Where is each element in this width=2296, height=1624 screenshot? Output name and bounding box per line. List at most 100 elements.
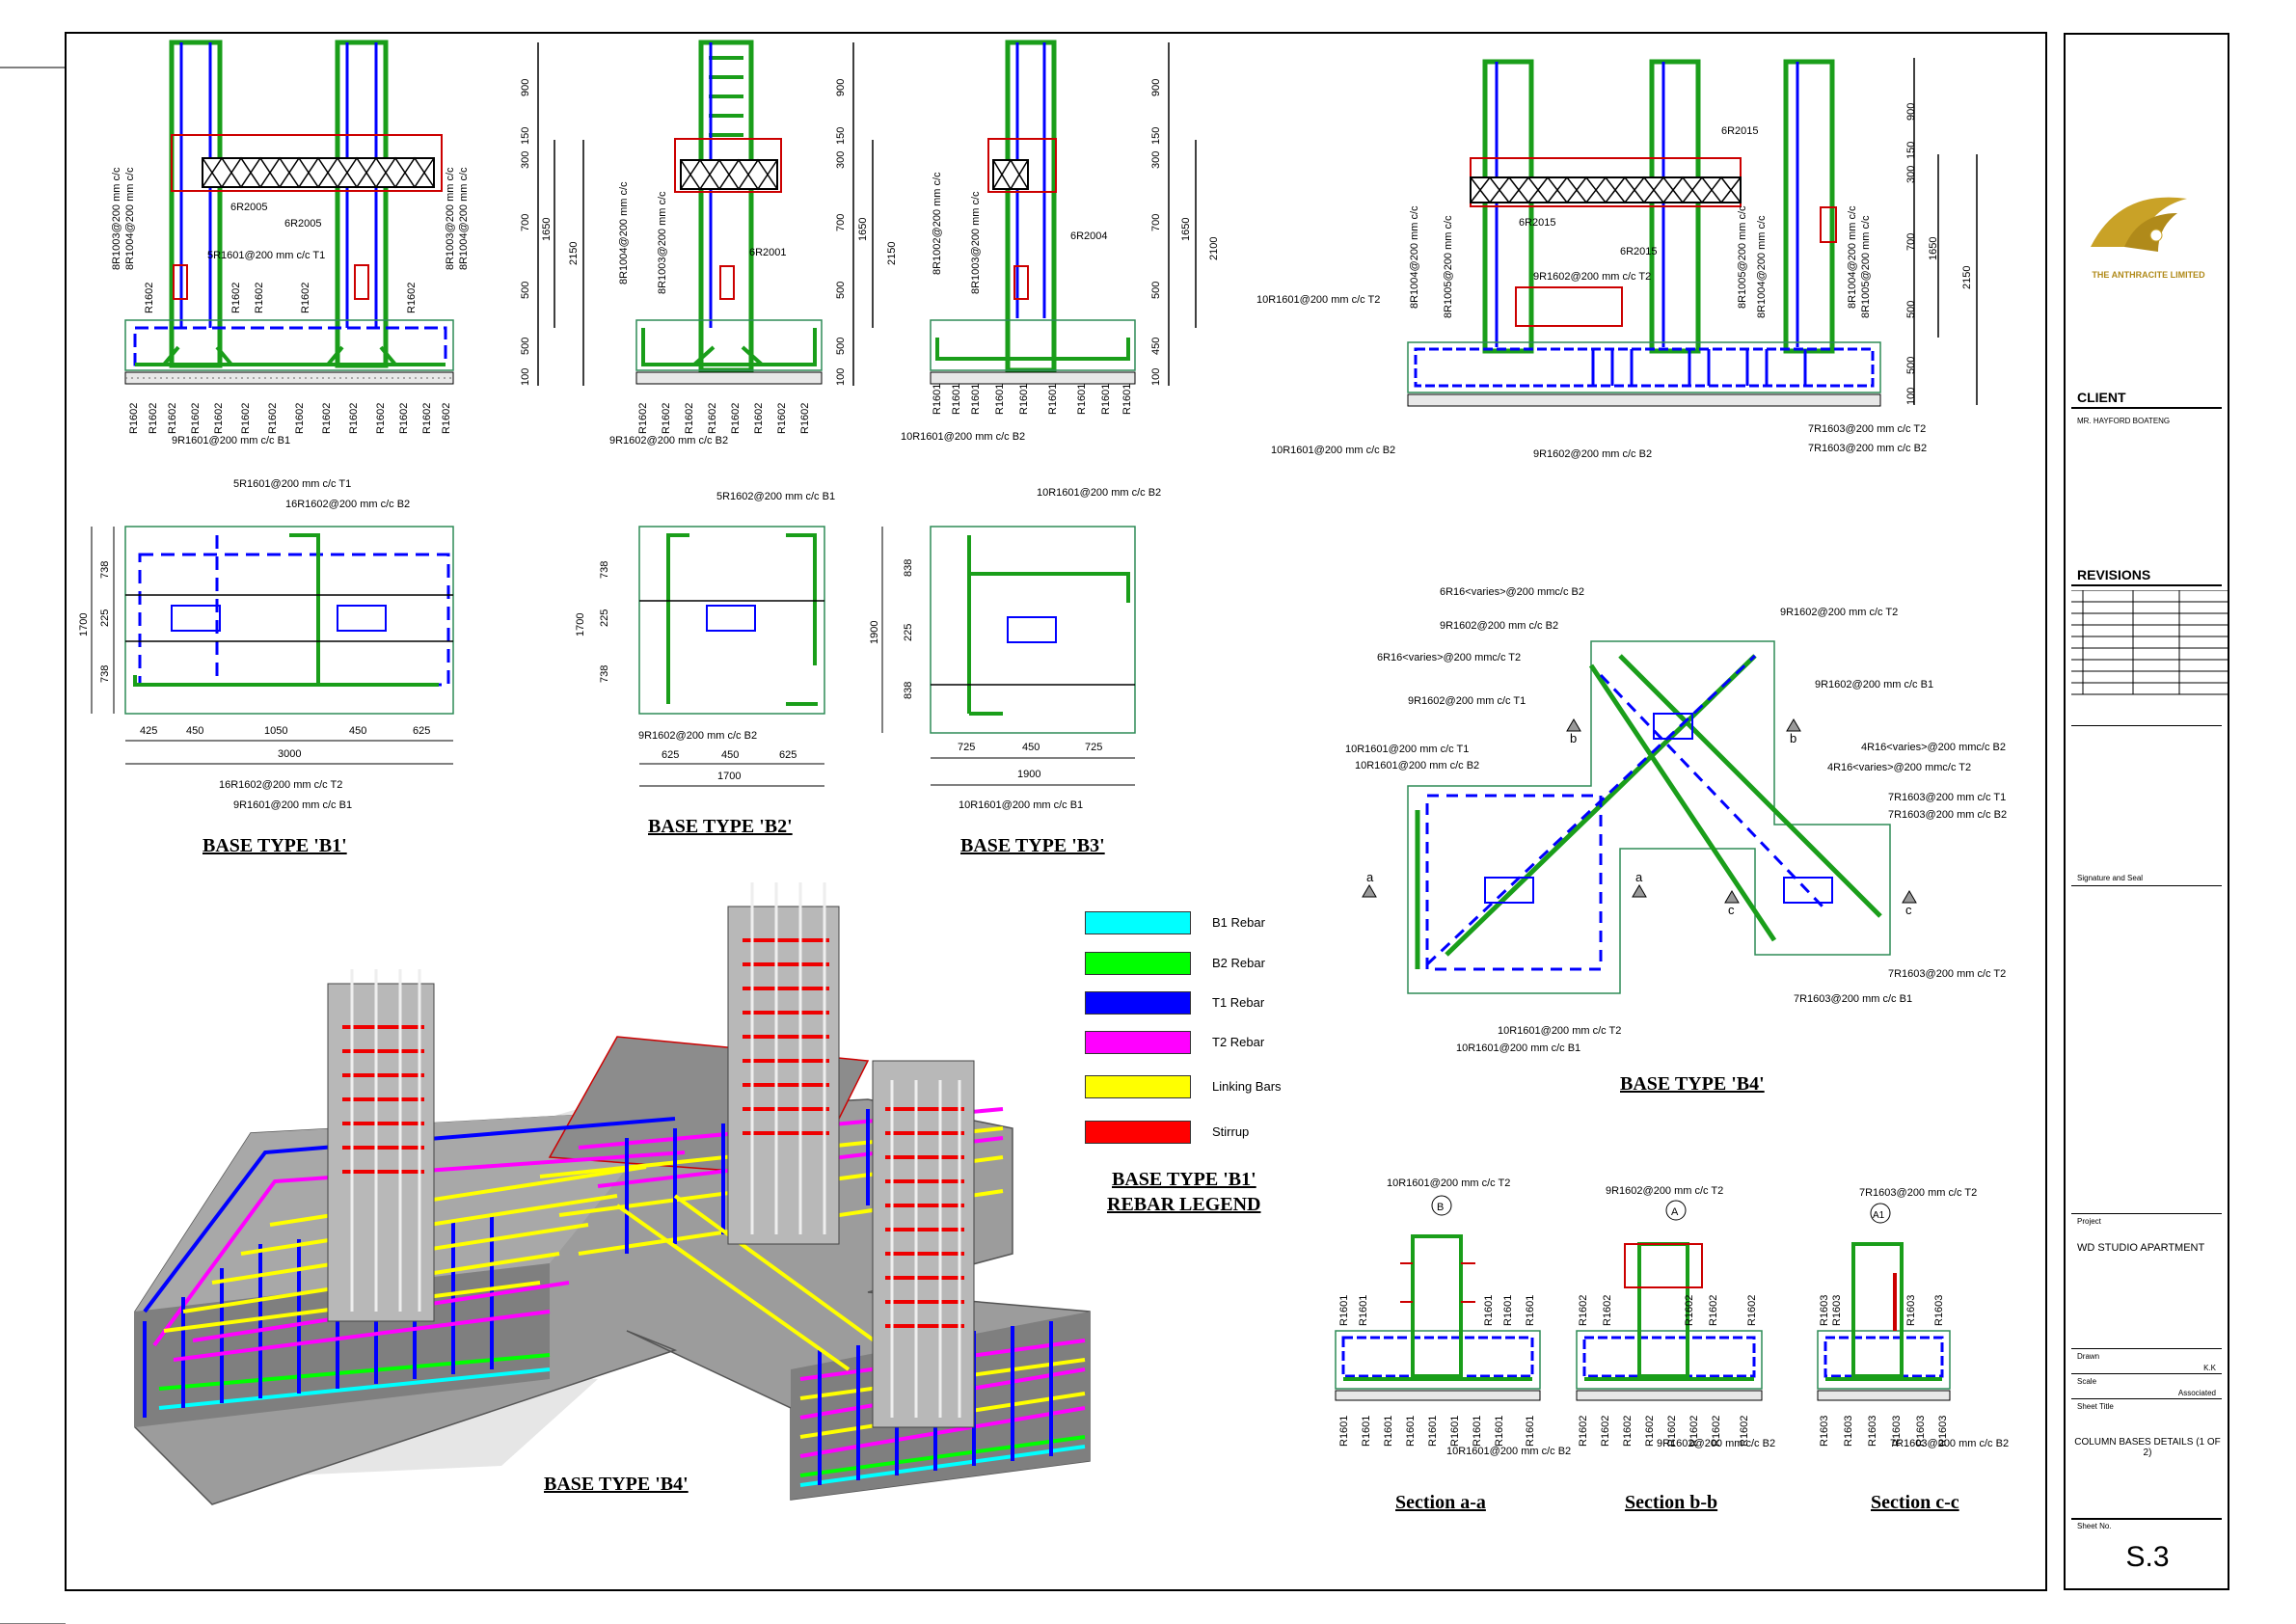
svg-text:R1603: R1603 [1905,1295,1917,1326]
svg-text:500: 500 [1905,301,1917,318]
svg-text:R1601: R1601 [1405,1416,1417,1447]
section-cc-heading: Section c-c [1871,1492,1959,1513]
svg-text:8R1004@200 mm c/c: 8R1004@200 mm c/c [1847,205,1858,309]
company-name: THE ANTHRACITE LIMITED [2092,270,2205,280]
legend-item: T2 Rebar [1085,1031,1316,1056]
svg-text:R1602: R1602 [1708,1295,1719,1326]
svg-text:9R1602@200 mm c/c T2: 9R1602@200 mm c/c T2 [1780,607,1898,618]
sheet-no-value: S.3 [2125,1541,2170,1573]
client-name: MR. HAYFORD BOATENG [2077,417,2171,425]
svg-text:5R1602@200 mm c/c B1: 5R1602@200 mm c/c B1 [716,491,835,502]
svg-text:R1601: R1601 [1076,384,1088,415]
svg-text:1650: 1650 [1928,237,1939,260]
svg-text:a: a [1635,870,1643,884]
svg-text:425: 425 [140,725,157,737]
svg-text:R1602: R1602 [637,403,649,434]
svg-text:500: 500 [1905,357,1917,374]
svg-text:R1601: R1601 [1449,1416,1461,1447]
svg-text:R1602: R1602 [267,403,279,434]
svg-text:9R1601@200 mm c/c B1: 9R1601@200 mm c/c B1 [172,435,290,447]
sheet-no-heading: Sheet No. [2077,1522,2112,1530]
svg-text:9R1602@200 mm c/c T2: 9R1602@200 mm c/c T2 [1533,271,1651,283]
svg-text:8R1005@200 mm c/c: 8R1005@200 mm c/c [1443,215,1454,318]
svg-text:A: A [1671,1206,1679,1218]
svg-text:10R1601@200 mm c/c B2: 10R1601@200 mm c/c B2 [1037,487,1161,499]
b3-section: 6R2004 10R1601@200 mm c/c B2 8R1002@200 … [901,40,1136,443]
svg-text:10R1601@200 mm c/c T2: 10R1601@200 mm c/c T2 [1256,294,1380,306]
b2-plan: 5R1602@200 mm c/c B1 9R1602@200 mm c/c B… [575,491,835,787]
svg-text:300: 300 [835,151,847,169]
svg-text:8R1003@200 mm c/c: 8R1003@200 mm c/c [657,191,668,294]
svg-text:725: 725 [958,742,975,753]
svg-text:R1601: R1601 [1338,1295,1350,1326]
svg-text:R1601: R1601 [1121,384,1133,415]
svg-text:R1602: R1602 [730,403,742,434]
svg-text:9R1602@200 mm c/c T1: 9R1602@200 mm c/c T1 [1408,695,1526,707]
svg-text:450: 450 [1022,742,1040,753]
svg-text:R1601: R1601 [1358,1295,1369,1326]
signature-heading: Signature and Seal [2077,874,2144,882]
drawn-value: K.K [2203,1364,2216,1372]
svg-text:R1602: R1602 [398,403,410,434]
svg-text:738: 738 [599,665,610,683]
svg-text:10R1601@200 mm c/c B2: 10R1601@200 mm c/c B2 [1271,445,1395,456]
svg-text:625: 625 [413,725,430,737]
legend-item: B2 Rebar [1085,952,1316,977]
svg-text:R1602: R1602 [240,403,252,434]
svg-text:6R2015: 6R2015 [1519,217,1556,229]
legend-item: B1 Rebar [1085,911,1316,936]
svg-text:a: a [1366,870,1374,884]
svg-text:450: 450 [186,725,203,737]
svg-text:R1602: R1602 [1578,1416,1589,1447]
svg-text:7R1603@200 mm c/c B1: 7R1603@200 mm c/c B1 [1794,993,1912,1005]
svg-text:8R1004@200 mm c/c: 8R1004@200 mm c/c [618,181,630,284]
svg-text:R1601: R1601 [1494,1416,1505,1447]
svg-text:738: 738 [599,561,610,579]
svg-text:10R1601@200 mm c/c B2: 10R1601@200 mm c/c B2 [1355,760,1479,771]
svg-text:R1602: R1602 [294,403,306,434]
svg-text:7R1603@200 mm c/c B2: 7R1603@200 mm c/c B2 [1888,809,2007,821]
svg-text:1650: 1650 [1180,218,1192,241]
drawn-heading: Drawn [2077,1352,2100,1361]
svg-text:10R1601@200 mm c/c B1: 10R1601@200 mm c/c B1 [959,799,1083,811]
svg-text:9R1601@200 mm c/c B1: 9R1601@200 mm c/c B1 [233,799,352,811]
svg-text:8R1003@200 mm c/c: 8R1003@200 mm c/c [111,167,122,270]
b1-heading: BASE TYPE 'B1' [203,835,347,856]
svg-text:R1602: R1602 [1622,1416,1634,1447]
section-bb-heading: Section b-b [1625,1492,1718,1513]
legend-swatch [1085,1121,1191,1144]
svg-text:R1601: R1601 [1502,1295,1514,1326]
svg-text:R1602: R1602 [1739,1416,1750,1447]
svg-text:16R1602@200 mm c/c B2: 16R1602@200 mm c/c B2 [285,499,410,510]
svg-text:7R1603@200 mm c/c T2: 7R1603@200 mm c/c T2 [1888,968,2006,980]
legend-title: BASE TYPE 'B1' [1112,1169,1256,1190]
svg-text:500: 500 [835,338,847,355]
svg-text:500: 500 [835,282,847,299]
svg-text:R1601: R1601 [951,384,962,415]
svg-text:150: 150 [835,127,847,145]
svg-text:R1603: R1603 [1819,1295,1830,1326]
svg-text:R1601: R1601 [994,384,1006,415]
b4-3d-heading: BASE TYPE 'B4' [544,1474,689,1495]
svg-text:R1602: R1602 [1602,1295,1613,1326]
b4-3d-render [134,882,1091,1505]
svg-text:A1: A1 [1873,1210,1885,1221]
legend-swatch [1085,1031,1191,1054]
svg-text:R1602: R1602 [776,403,788,434]
legend-label: B2 Rebar [1212,956,1265,970]
revisions-heading: REVISIONS [2077,567,2151,582]
svg-text:738: 738 [99,665,111,683]
svg-text:4R16<varies>@200 mmc/c B2: 4R16<varies>@200 mmc/c B2 [1861,742,2006,753]
svg-text:3000: 3000 [278,748,301,760]
b4-heading: BASE TYPE 'B4' [1620,1073,1765,1095]
svg-text:1650: 1650 [857,218,869,241]
svg-text:R1601: R1601 [1483,1295,1495,1326]
svg-text:R1602: R1602 [144,283,155,313]
svg-text:100: 100 [1150,368,1162,386]
b3-plan: 10R1601@200 mm c/c B2 10R1601@200 mm c/c… [869,487,1161,811]
svg-text:R1602: R1602 [300,283,311,313]
svg-text:R1602: R1602 [421,403,433,434]
svg-text:900: 900 [1905,103,1917,121]
svg-text:R1601: R1601 [1383,1416,1394,1447]
svg-text:7R1603@200 mm c/c B2: 7R1603@200 mm c/c B2 [1808,443,1927,454]
